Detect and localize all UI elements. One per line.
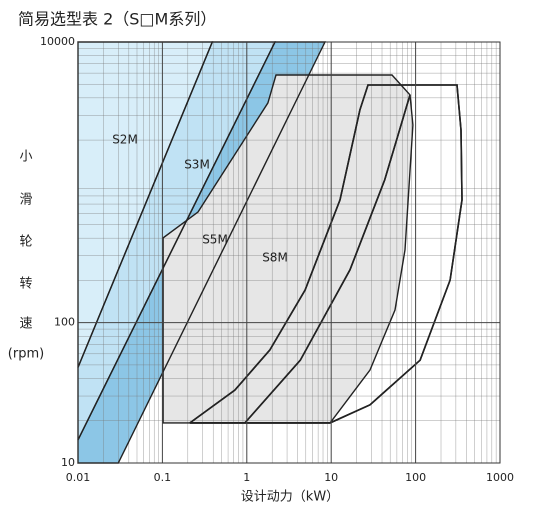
y-tick-label: 10000: [40, 35, 75, 48]
region-label: S3M: [184, 158, 210, 172]
x-tick-label: 1000: [486, 471, 514, 484]
chart-title: 简易选型表 2（S□M系列）: [18, 10, 216, 29]
y-tick-label: 100: [54, 316, 75, 329]
x-axis-label: 设计动力（kW）: [241, 490, 339, 505]
region-area: [163, 75, 413, 423]
x-tick-label: 100: [405, 471, 426, 484]
y-tick-label: 10: [61, 456, 75, 469]
y-axis-label: 轮: [19, 235, 32, 250]
x-tick-label: 1: [243, 471, 250, 484]
y-axis-label: (rpm): [8, 347, 44, 362]
x-tick-label: 10: [324, 471, 338, 484]
region-outline: [244, 94, 411, 424]
y-axis-label: 速: [19, 317, 32, 332]
y-axis-label: 转: [19, 277, 32, 292]
y-axis-label: 滑: [19, 193, 32, 208]
plot-frame: [77, 41, 501, 464]
x-tick-label: 0.1: [154, 471, 172, 484]
region-outline: [189, 84, 463, 424]
x-tick-label: 0.01: [66, 471, 91, 484]
y-axis-label: 小: [19, 150, 32, 165]
region-label: S2M: [112, 133, 138, 147]
region-label: S5M: [202, 233, 228, 247]
region-label: S8M: [262, 251, 288, 265]
